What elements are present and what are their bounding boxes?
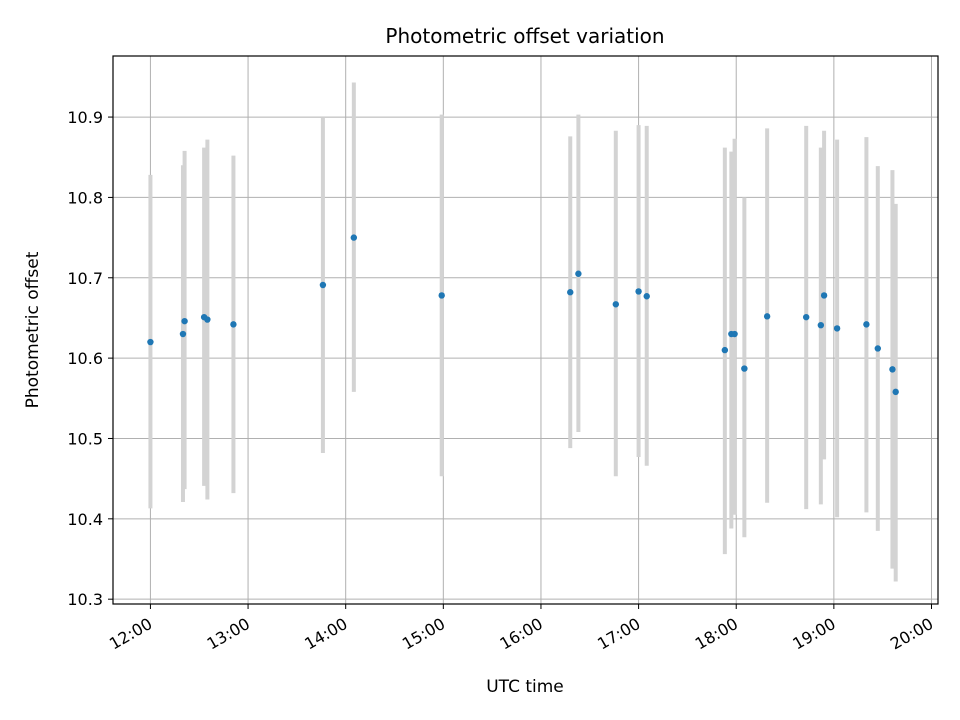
plot-frame bbox=[112, 55, 939, 605]
y-tick-label: 10.7 bbox=[67, 269, 103, 288]
y-axis-ticks: 10.3 10.4 10.5 10.6 10.7 10.8 10.9 bbox=[67, 108, 113, 609]
data-point bbox=[179, 330, 187, 338]
data-point bbox=[833, 325, 841, 332]
y-axis-label: Photometric offset bbox=[23, 251, 43, 408]
data-point bbox=[350, 234, 358, 241]
y-tick-label: 10.3 bbox=[67, 590, 103, 609]
data-point bbox=[889, 366, 896, 373]
y-tick-label: 10.6 bbox=[67, 349, 103, 368]
data-point bbox=[204, 316, 211, 323]
data-point bbox=[863, 321, 870, 328]
data-point bbox=[763, 313, 771, 320]
data-point bbox=[612, 301, 620, 308]
data-point bbox=[147, 338, 154, 346]
data-point bbox=[731, 330, 738, 338]
data-point bbox=[817, 321, 825, 329]
data-point bbox=[721, 346, 729, 354]
data-point bbox=[230, 321, 237, 328]
data-point bbox=[874, 345, 881, 352]
data-point bbox=[892, 388, 899, 396]
data-point bbox=[438, 292, 445, 299]
data-point bbox=[181, 317, 188, 325]
data-point bbox=[643, 293, 650, 300]
data-point bbox=[635, 288, 642, 295]
data-point bbox=[802, 313, 810, 321]
chart-title: Photometric offset variation bbox=[385, 24, 664, 48]
data-point bbox=[567, 289, 574, 296]
data-point bbox=[741, 365, 748, 372]
data-point bbox=[820, 292, 828, 299]
data-point bbox=[319, 281, 327, 289]
y-tick-label: 10.4 bbox=[67, 510, 103, 529]
x-axis-label: UTC time bbox=[486, 677, 564, 697]
y-tick-label: 10.8 bbox=[67, 188, 103, 207]
data-points bbox=[147, 234, 899, 396]
y-tick-label: 10.9 bbox=[67, 108, 103, 127]
y-tick-label: 10.5 bbox=[67, 429, 103, 448]
data-point bbox=[575, 270, 582, 277]
